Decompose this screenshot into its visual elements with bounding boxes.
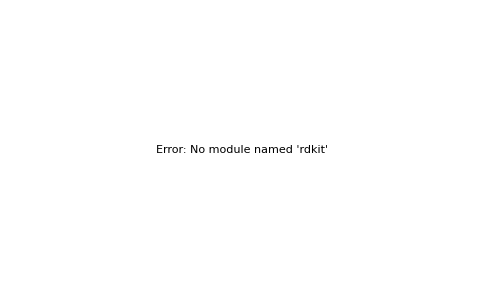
Text: Error: No module named 'rdkit': Error: No module named 'rdkit' (156, 145, 328, 155)
